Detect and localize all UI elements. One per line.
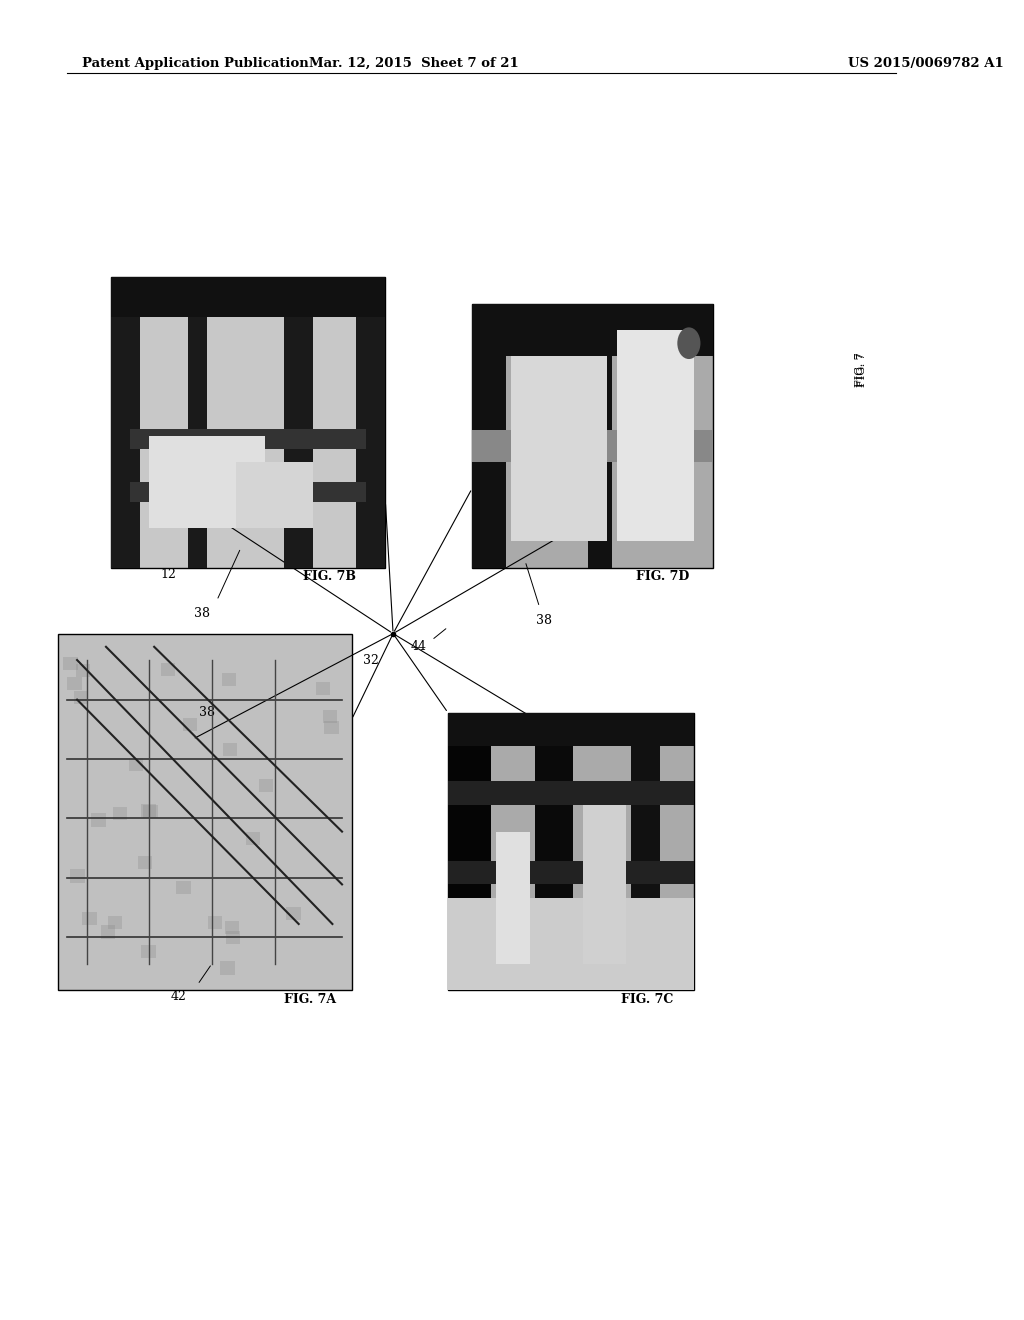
Text: US 2015/0069782 A1: US 2015/0069782 A1	[848, 57, 1004, 70]
Bar	[130, 429, 367, 449]
Bar	[82, 912, 96, 925]
Bar	[113, 807, 127, 820]
Bar	[535, 713, 573, 990]
Bar	[223, 743, 238, 756]
Text: 32: 32	[362, 653, 379, 667]
Circle shape	[677, 327, 700, 359]
Bar	[472, 304, 713, 356]
Text: 38: 38	[199, 706, 215, 719]
Bar	[100, 925, 115, 939]
Bar	[246, 832, 260, 845]
Bar	[74, 690, 88, 704]
Bar	[111, 277, 385, 317]
Bar	[130, 482, 367, 502]
Bar	[472, 304, 506, 568]
Bar	[226, 931, 241, 944]
Bar	[631, 713, 660, 990]
Bar	[108, 916, 122, 929]
Bar	[57, 634, 351, 990]
Bar	[111, 277, 139, 568]
Bar	[285, 277, 313, 568]
Text: FIG. 7A: FIG. 7A	[285, 993, 336, 1006]
Bar	[208, 916, 222, 929]
Bar	[259, 779, 273, 792]
Text: 38: 38	[195, 607, 210, 620]
Bar	[323, 710, 338, 723]
Text: Patent Application Publication: Patent Application Publication	[82, 57, 308, 70]
Bar	[449, 861, 693, 884]
Bar	[324, 721, 339, 734]
Text: Mar. 12, 2015  Sheet 7 of 21: Mar. 12, 2015 Sheet 7 of 21	[309, 57, 519, 70]
Bar	[356, 277, 385, 568]
Bar	[583, 805, 627, 964]
Text: FIG. 7: FIG. 7	[857, 352, 867, 387]
Text: FIG. 7D: FIG. 7D	[636, 570, 689, 583]
Bar	[472, 430, 713, 462]
Bar	[71, 870, 85, 883]
Text: FIG. 7C: FIG. 7C	[622, 993, 674, 1006]
Bar	[449, 781, 693, 805]
Text: 44: 44	[411, 640, 427, 653]
Text: 12: 12	[161, 568, 176, 581]
Text: 42: 42	[170, 990, 186, 1003]
Bar	[224, 920, 239, 933]
Bar	[287, 907, 301, 920]
Bar	[161, 663, 175, 676]
Bar	[129, 758, 143, 771]
Bar	[111, 277, 385, 568]
Bar	[315, 681, 331, 694]
Bar	[449, 713, 492, 990]
Bar	[449, 713, 693, 746]
Bar	[91, 813, 105, 826]
Bar	[143, 805, 158, 818]
Bar	[187, 277, 207, 568]
Text: FIG. 7: FIG. 7	[855, 352, 865, 387]
Text: 38: 38	[537, 614, 552, 627]
Text: FIG. 7B: FIG. 7B	[303, 570, 356, 583]
Bar	[237, 462, 313, 528]
Bar	[449, 713, 693, 990]
Bar	[588, 304, 611, 568]
Bar	[449, 898, 693, 990]
Bar	[472, 304, 713, 568]
Bar	[176, 880, 190, 894]
Bar	[183, 718, 198, 731]
Bar	[497, 832, 529, 964]
Bar	[220, 961, 234, 974]
Bar	[511, 356, 607, 541]
Bar	[63, 657, 78, 671]
Bar	[616, 330, 693, 541]
Bar	[141, 945, 156, 958]
Bar	[141, 804, 156, 817]
Bar	[68, 677, 82, 690]
Bar	[150, 436, 265, 528]
Bar	[76, 664, 90, 677]
Bar	[138, 855, 153, 869]
Bar	[222, 673, 237, 686]
